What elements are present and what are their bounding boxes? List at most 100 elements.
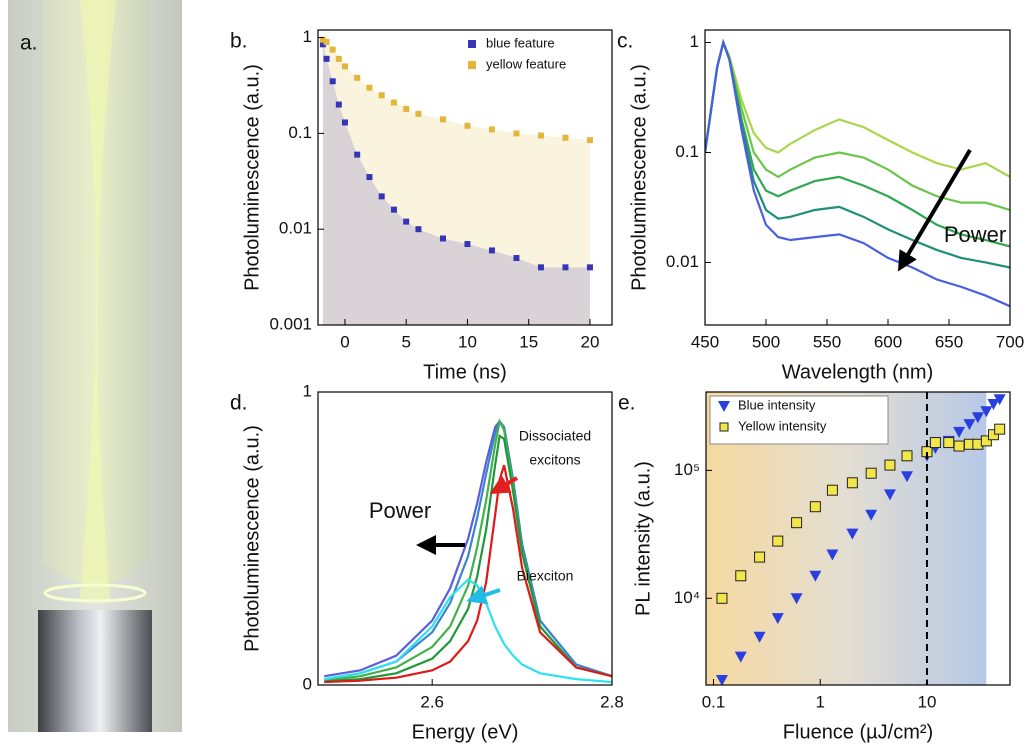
legend-label: Yellow intensity: [738, 418, 827, 433]
line: [324, 434, 612, 683]
point: [335, 55, 342, 62]
x-tick-label: 700: [996, 332, 1024, 351]
plot-area: [324, 417, 612, 684]
point: [319, 41, 326, 48]
line: [324, 464, 612, 684]
point: [403, 105, 410, 112]
point: [772, 535, 784, 547]
point: [846, 528, 859, 540]
annotation: Biexciton: [517, 568, 574, 584]
x-tick-label: 1: [816, 692, 825, 711]
x-tick-label: 650: [935, 332, 963, 351]
x-tick-label: 0: [340, 332, 349, 351]
x-tick-label: 450: [691, 332, 719, 351]
point: [464, 122, 471, 129]
y-tick-label: 10⁴: [674, 588, 700, 607]
point: [943, 437, 955, 449]
point: [537, 132, 544, 139]
x-axis-label: Time (ns): [423, 361, 507, 383]
y-tick-label: 0.01: [666, 252, 699, 271]
point: [826, 484, 838, 496]
x-tick-label: 550: [813, 332, 841, 351]
y-tick-label: 1: [690, 32, 699, 51]
point: [826, 549, 839, 561]
legend-marker: [468, 61, 476, 69]
point: [865, 467, 877, 479]
point: [403, 218, 410, 225]
point: [513, 130, 520, 137]
point: [980, 406, 993, 418]
y-tick-label: 0: [303, 674, 312, 693]
y-axis-label: Photoluminescence (a.u.): [241, 425, 263, 652]
plot-frame: [317, 29, 613, 326]
panel-label: a.: [20, 32, 38, 55]
point: [846, 477, 858, 489]
area-fill: [322, 39, 590, 325]
point: [341, 119, 348, 126]
point: [953, 440, 965, 452]
line: [705, 38, 1010, 308]
x-axis-label: Wavelength (nm): [782, 361, 934, 383]
plot-area: [319, 36, 593, 325]
point: [715, 674, 728, 685]
point: [884, 459, 896, 471]
point: [994, 423, 1006, 435]
chart-panel: 450 500 550 600 650 700 0.01 0.1 1 Wavelength (nm…: [617, 29, 1024, 383]
photo: a.: [8, 0, 182, 732]
line: [324, 578, 612, 684]
point: [341, 63, 348, 70]
annotation-arrow: [489, 475, 519, 495]
legend-label: Blue intensity: [738, 397, 816, 412]
point: [971, 412, 984, 424]
point: [735, 570, 747, 582]
x-tick-label: 500: [752, 332, 780, 351]
point: [809, 570, 822, 582]
point: [378, 193, 385, 200]
y-axis-label: Photoluminescence (a.u.): [628, 64, 650, 291]
y-axis-label: Photoluminescence (a.u.): [241, 64, 263, 291]
point: [366, 174, 373, 181]
chart-panel: 0 5 10 15 20 0.001 0.01 0.1 1 Time (ns) Photolumin…: [230, 27, 613, 383]
point: [980, 435, 992, 447]
panel-label: d.: [230, 392, 248, 415]
plot-area: [715, 394, 1006, 685]
annotation-arrow: [897, 148, 972, 272]
annotation: Dissociated: [519, 428, 591, 444]
chart-panel: 2.6 2.8 0 1 Energy (eV) Photoluminescence (a.…: [230, 381, 624, 743]
fiber-holder: [38, 610, 152, 732]
point: [809, 501, 821, 513]
area-fill: [322, 44, 590, 325]
line: [324, 419, 612, 681]
x-tick-label: 600: [874, 332, 902, 351]
point: [390, 99, 397, 106]
point: [415, 110, 422, 117]
legend-marker: [719, 422, 729, 432]
plot-frame: [705, 391, 1011, 686]
y-tick-label: 0.1: [288, 123, 312, 142]
annotation: Power: [369, 498, 431, 523]
point: [987, 429, 999, 441]
x-axis-label: Fluence (µJ/cm²): [783, 721, 933, 743]
legend-box: [709, 395, 889, 445]
point: [753, 631, 766, 643]
point: [790, 593, 803, 605]
point: [865, 509, 878, 521]
point: [537, 264, 544, 271]
point: [929, 437, 941, 449]
point: [993, 394, 1006, 406]
point: [734, 651, 747, 663]
point: [562, 134, 569, 141]
panel-label: c.: [617, 30, 633, 53]
plot-frame: [317, 391, 613, 686]
point: [901, 450, 913, 462]
point: [378, 92, 385, 99]
legend-marker: [468, 40, 476, 48]
point: [319, 36, 326, 43]
point: [439, 116, 446, 123]
point: [562, 264, 569, 271]
point: [390, 206, 397, 213]
legend-label: blue feature: [486, 35, 555, 50]
point: [488, 247, 495, 254]
point: [323, 55, 330, 62]
